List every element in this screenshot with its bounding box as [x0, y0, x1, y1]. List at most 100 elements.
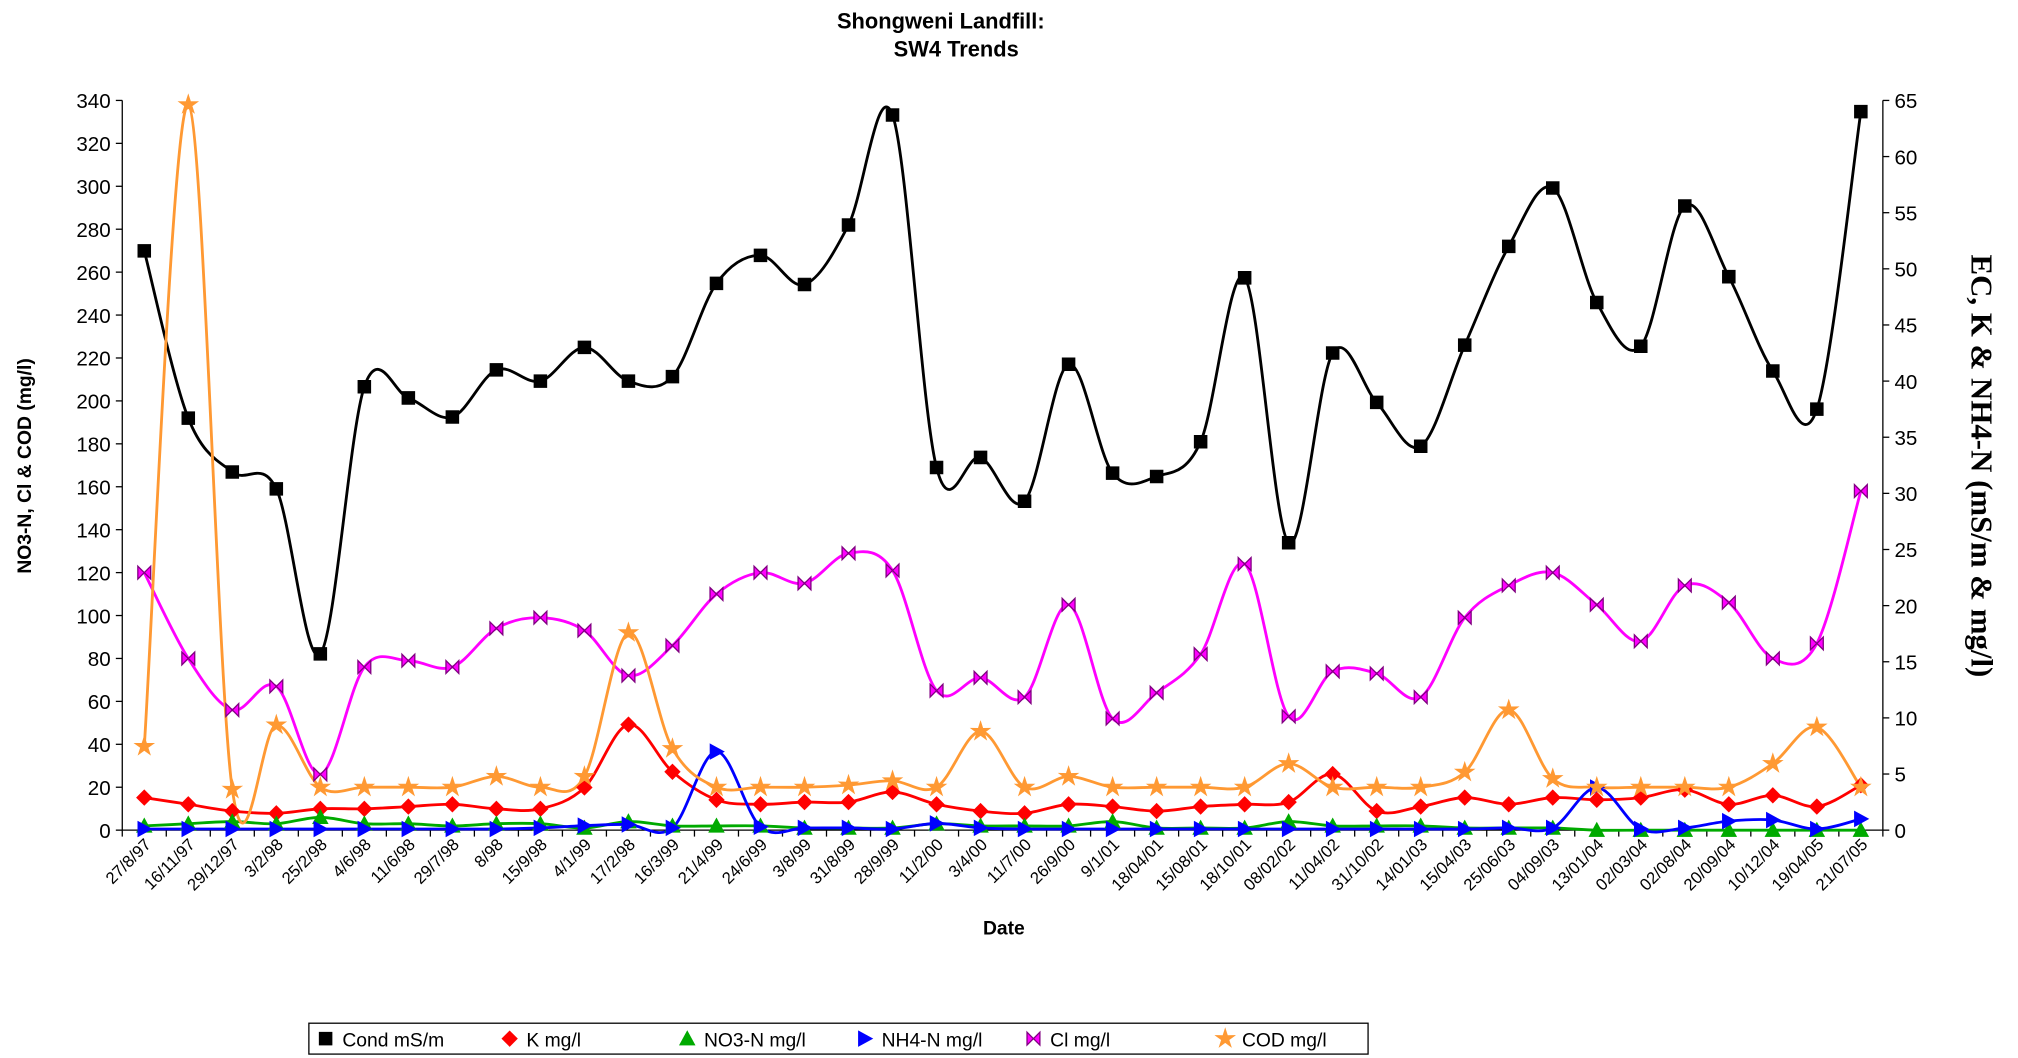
- y2-tick-label: 65: [1894, 90, 1917, 113]
- y-tick-label: 260: [76, 262, 110, 285]
- y2-tick-label: 10: [1894, 708, 1917, 731]
- marker: [1369, 820, 1386, 838]
- legend-item: Cl mg/l: [1026, 1030, 1110, 1051]
- marker: [1061, 596, 1076, 613]
- marker: [1762, 752, 1784, 773]
- marker: [1850, 775, 1872, 797]
- y-tick-label: 300: [76, 176, 110, 199]
- marker: [1457, 609, 1472, 626]
- marker: [1105, 710, 1120, 727]
- marker: [1501, 239, 1516, 254]
- y-tick-label: 60: [88, 691, 111, 714]
- marker: [1017, 494, 1032, 508]
- marker: [137, 244, 152, 258]
- y-tick-label: 240: [76, 305, 110, 328]
- marker: [678, 1030, 696, 1046]
- legend-label: NH4-N mg/l: [882, 1030, 983, 1051]
- marker: [312, 808, 329, 825]
- marker: [1149, 469, 1164, 484]
- marker: [137, 564, 152, 581]
- marker: [485, 765, 508, 786]
- series-line: [143, 490, 1863, 776]
- marker: [841, 819, 857, 837]
- y-tick-label: 120: [76, 562, 110, 585]
- marker: [884, 783, 901, 801]
- marker: [313, 820, 329, 838]
- marker: [529, 775, 552, 797]
- series-line: [142, 103, 1863, 825]
- y-tick-label: 20: [88, 777, 111, 800]
- marker: [708, 791, 725, 809]
- marker: [1720, 821, 1738, 837]
- marker: [1277, 752, 1300, 773]
- marker: [1214, 1027, 1237, 1048]
- marker: [1057, 765, 1080, 786]
- marker: [1809, 635, 1824, 652]
- marker: [709, 743, 725, 760]
- marker: [576, 779, 593, 796]
- marker: [1677, 577, 1692, 594]
- y2-tick-label: 40: [1894, 371, 1917, 394]
- marker: [796, 793, 813, 811]
- x-tick-label: 26/9/00: [1026, 835, 1079, 888]
- marker: [269, 678, 284, 695]
- legend-box: [308, 1022, 1369, 1055]
- y2-tick-label: 20: [1894, 595, 1917, 618]
- marker: [753, 564, 768, 581]
- marker: [1720, 796, 1737, 813]
- marker: [309, 775, 332, 797]
- marker: [1149, 684, 1164, 701]
- y2-tick-label: 30: [1894, 483, 1917, 506]
- marker: [1854, 810, 1870, 828]
- marker: [357, 379, 372, 394]
- marker: [353, 775, 376, 797]
- marker: [1545, 181, 1560, 195]
- marker: [1412, 798, 1429, 815]
- marker: [1101, 775, 1124, 797]
- marker: [501, 1030, 518, 1047]
- legend-item: NO3-N mg/l: [678, 1030, 806, 1051]
- marker: [1544, 789, 1561, 806]
- y-tick-label: 220: [76, 348, 110, 371]
- marker: [577, 817, 593, 834]
- marker: [1321, 775, 1344, 797]
- marker: [797, 277, 812, 292]
- marker: [973, 450, 988, 465]
- marker: [749, 775, 772, 797]
- marker: [445, 410, 460, 424]
- marker: [489, 363, 504, 377]
- marker: [1193, 646, 1208, 663]
- marker: [1149, 820, 1166, 838]
- marker: [1764, 821, 1782, 837]
- marker: [1281, 820, 1298, 838]
- marker: [489, 620, 504, 637]
- x-tick-label: 16/3/99: [630, 835, 683, 888]
- marker: [1369, 395, 1384, 410]
- marker: [1237, 556, 1252, 573]
- marker: [269, 820, 285, 838]
- y-tick-label: 160: [76, 476, 110, 499]
- marker: [1017, 820, 1033, 838]
- marker: [753, 248, 768, 263]
- marker: [858, 1030, 874, 1047]
- marker: [1365, 775, 1388, 797]
- y-tick-label: 280: [76, 219, 110, 242]
- legend-label: Cond mS/m: [342, 1030, 444, 1051]
- marker: [1281, 708, 1296, 725]
- marker: [621, 816, 637, 833]
- marker: [1585, 775, 1608, 797]
- marker: [1721, 594, 1736, 611]
- marker: [929, 682, 944, 699]
- x-axis-label: Date: [983, 918, 1025, 939]
- marker: [356, 800, 373, 818]
- marker: [1808, 798, 1826, 815]
- y-tick-label: 320: [76, 133, 110, 156]
- marker: [1456, 789, 1473, 806]
- marker: [752, 796, 769, 813]
- marker: [1545, 564, 1560, 581]
- marker: [1853, 483, 1868, 500]
- marker: [708, 817, 725, 833]
- y2-tick-label: 60: [1894, 146, 1917, 169]
- marker: [709, 276, 724, 291]
